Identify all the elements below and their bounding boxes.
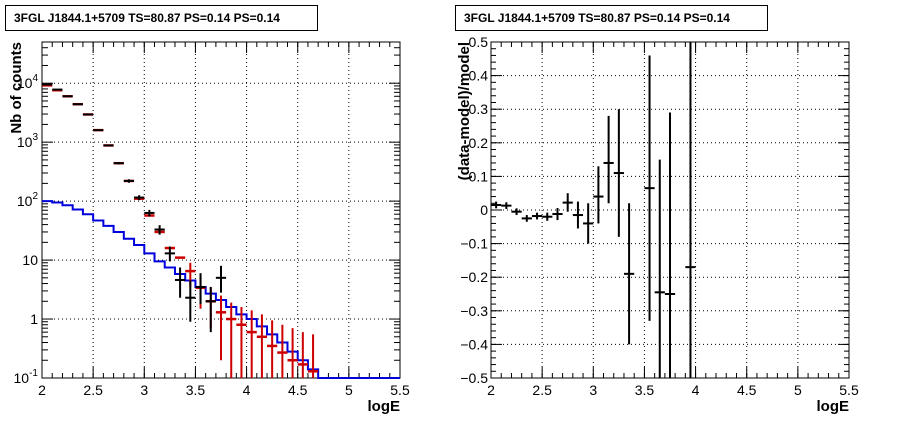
x-tick-label: 4 bbox=[243, 382, 251, 398]
x-tick-label: 5 bbox=[345, 382, 353, 398]
y-tick-base: 10 bbox=[17, 75, 33, 91]
y-tick-label: 0.3 bbox=[469, 101, 489, 117]
y-axis-label: Nb of counts bbox=[8, 42, 25, 134]
x-tick-label: 4.5 bbox=[288, 382, 308, 398]
x-tick-label: 5.5 bbox=[390, 382, 410, 398]
y-tick-base: 1 bbox=[30, 311, 38, 327]
x-tick-label: 3.5 bbox=[635, 382, 655, 398]
x-tick-label: 4 bbox=[692, 382, 700, 398]
y-tick-base: 10 bbox=[17, 134, 33, 150]
y-tick-label: 104 bbox=[17, 73, 39, 91]
y-tick-base: 10 bbox=[14, 370, 30, 386]
y-tick-label: −0.5 bbox=[460, 370, 488, 386]
x-tick-label: 5.5 bbox=[839, 382, 859, 398]
y-tick-exponent: 4 bbox=[32, 73, 38, 84]
x-axis-label: logE bbox=[817, 398, 850, 415]
y-tick-label: 10 bbox=[22, 252, 38, 268]
x-tick-label: 2 bbox=[487, 382, 495, 398]
y-tick-label: −0.4 bbox=[460, 336, 488, 352]
y-tick-label: 1 bbox=[30, 311, 38, 327]
y-tick-label: −0.3 bbox=[460, 303, 488, 319]
y-tick-base: 10 bbox=[22, 252, 38, 268]
x-tick-label: 4.5 bbox=[737, 382, 757, 398]
plot-title-right: 3FGL J1844.1+5709 TS=80.87 PS=0.14 PS=0.… bbox=[455, 5, 768, 31]
x-tick-label: 5 bbox=[794, 382, 802, 398]
y-tick-exponent: -1 bbox=[29, 368, 38, 379]
y-tick-label: 0.1 bbox=[469, 168, 489, 184]
x-tick-label: 2 bbox=[38, 382, 46, 398]
y-tick-label: 0 bbox=[480, 202, 488, 218]
y-tick-exponent: 2 bbox=[32, 191, 38, 202]
background-model-histogram bbox=[42, 200, 400, 379]
y-tick-base: 10 bbox=[17, 193, 33, 209]
plot-title-left: 3FGL J1844.1+5709 TS=80.87 PS=0.14 PS=0.… bbox=[5, 5, 318, 31]
x-tick-label: 3 bbox=[589, 382, 597, 398]
x-tick-label: 2.5 bbox=[83, 382, 103, 398]
x-tick-label: 2.5 bbox=[532, 382, 552, 398]
y-tick-label: 102 bbox=[17, 191, 39, 209]
y-tick-label: 103 bbox=[17, 132, 39, 150]
x-axis-label: logE bbox=[368, 398, 401, 415]
y-tick-label: 10-1 bbox=[14, 368, 39, 386]
y-tick-exponent: 3 bbox=[32, 132, 38, 143]
y-tick-label: 0.4 bbox=[469, 68, 489, 84]
y-tick-label: 0.5 bbox=[469, 34, 489, 50]
residuals-plot: 2 2.5 3 3.5 4 4.5 5 5.5 0.5 0.4 0.3 0.2 0.1 0 −0.1 −0.2… bbox=[456, 34, 859, 415]
y-tick-label: −0.1 bbox=[460, 236, 488, 252]
y-tick-label: 0.2 bbox=[469, 135, 489, 151]
y-tick-label: −0.2 bbox=[460, 269, 488, 285]
x-tick-label: 3.5 bbox=[186, 382, 206, 398]
plot-frame bbox=[41, 41, 401, 379]
y-axis-label: (data-model)/model bbox=[456, 42, 473, 180]
x-tick-label: 3 bbox=[140, 382, 148, 398]
